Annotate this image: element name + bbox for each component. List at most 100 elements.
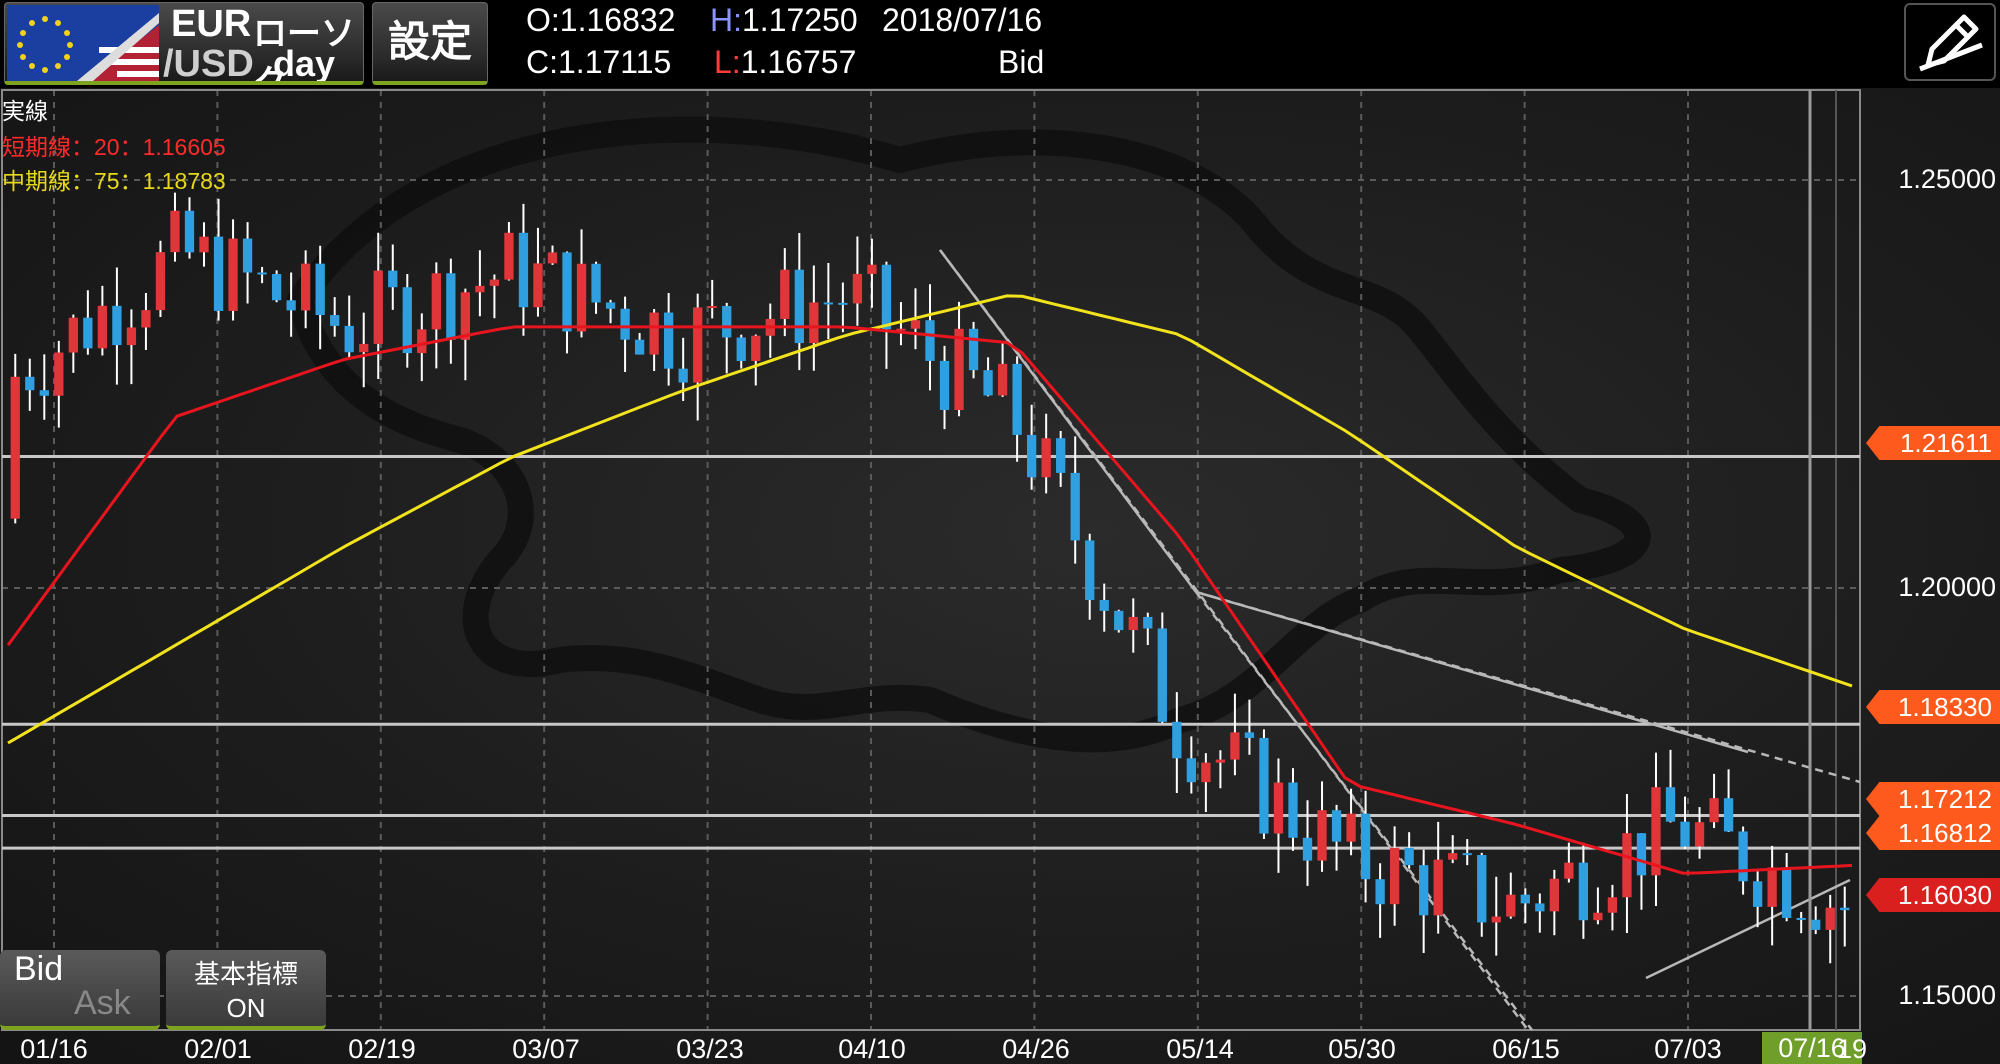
bear-candle: [1520, 894, 1530, 904]
bear-candle: [184, 210, 195, 253]
bear-candle: [823, 302, 834, 305]
period-label: day: [273, 43, 336, 84]
bear-candle: [736, 337, 746, 361]
bull-candle: [1506, 894, 1516, 917]
bear-candle: [1157, 628, 1167, 722]
date-axis-label: 05/14: [1166, 1034, 1234, 1064]
bear-candle: [925, 320, 935, 361]
bear-candle: [968, 328, 979, 371]
bear-candle: [1070, 472, 1080, 541]
date-axis-label: 04/10: [838, 1034, 906, 1064]
bear-candle: [881, 264, 892, 330]
high-readout: H:1.17250: [710, 2, 858, 39]
bear-candle: [1723, 798, 1734, 832]
date-axis-label: 06/15: [1492, 1034, 1560, 1064]
price-tag-line: 1.18330: [1866, 690, 2000, 724]
bull-candle: [431, 273, 441, 330]
bull-candle: [1389, 847, 1400, 905]
bull-candle: [199, 236, 209, 253]
bull-candle: [1317, 810, 1327, 861]
high-value: 1.17250: [742, 2, 858, 38]
bull-candle: [54, 352, 64, 396]
bull-candle: [373, 270, 383, 344]
chart-type-label: ローソク: [253, 15, 355, 85]
cursor-date-label: 07/16: [1762, 1032, 1862, 1064]
price-axis-label: 1.25000: [1898, 164, 1996, 194]
bull-candle: [809, 302, 819, 344]
bull-candle: [954, 328, 964, 411]
bear-candle: [1636, 833, 1647, 876]
bear-candle: [402, 287, 412, 354]
bear-candle: [1752, 881, 1763, 907]
bear-candle: [678, 368, 688, 383]
settings-button[interactable]: 設定: [372, 2, 488, 85]
bull-candle: [547, 252, 558, 264]
bull-candle: [504, 232, 514, 280]
bull-candle: [460, 292, 471, 340]
bull-candle: [475, 285, 485, 293]
currency-pair-button[interactable]: EUR ローソク /USD day: [4, 2, 364, 85]
bear-candle: [1665, 787, 1676, 822]
bear-candle: [663, 312, 674, 369]
ask-label: Ask: [74, 984, 131, 1022]
legend-short-ma: 短期線：20：1.16605: [2, 134, 226, 160]
bull-candle: [228, 238, 238, 311]
bear-candle: [344, 325, 354, 353]
bull-candle: [301, 263, 311, 311]
draw-tool-button[interactable]: [1904, 3, 1996, 81]
bull-candle: [1622, 833, 1632, 898]
bear-candle: [722, 306, 732, 338]
bear-candle: [838, 302, 848, 305]
bear-candle: [315, 263, 325, 316]
bull-candle: [1549, 878, 1559, 912]
bid-label: Bid: [14, 950, 64, 988]
bull-candle: [68, 317, 78, 353]
eur-usd-flag-icon: [7, 5, 159, 81]
bear-candle: [1244, 732, 1255, 738]
legend-title: 実線: [2, 98, 48, 124]
bear-candle: [213, 236, 224, 311]
bear-candle: [1288, 782, 1298, 838]
trendline: [938, 249, 1198, 593]
bear-candle: [634, 339, 645, 355]
bull-candle: [1041, 438, 1051, 478]
bull-candle: [359, 343, 369, 353]
price-side-readout: Bid: [998, 44, 1045, 80]
date-axis-label: 19: [1836, 1034, 1868, 1064]
date-axis-label: 02/19: [348, 1034, 416, 1064]
bear-candle: [271, 274, 282, 301]
bull-candle: [1433, 859, 1443, 916]
bull-candle: [1564, 862, 1574, 879]
bear-candle: [591, 263, 601, 303]
bear-candle: [1477, 855, 1487, 923]
date-axis-label: 01/16: [20, 1034, 88, 1064]
date-axis-label: 04/26: [1002, 1034, 1070, 1064]
bear-candle: [1085, 540, 1095, 601]
bid-ask-toggle[interactable]: Bid Ask: [0, 950, 160, 1030]
bull-candle: [141, 310, 151, 328]
indicator-toggle-button[interactable]: 基本指標 ON: [166, 950, 326, 1030]
plot-frame: [1, 89, 1861, 1031]
bull-candle: [1593, 912, 1603, 921]
bear-candle: [620, 308, 630, 340]
bear-candle: [1738, 831, 1748, 882]
bear-candle: [1462, 853, 1472, 856]
top-bar: EUR ローソク /USD day 設定 O:1.16832 H:1.17250…: [0, 0, 2000, 88]
low-key: L:: [714, 44, 741, 80]
bull-candle: [1230, 732, 1240, 760]
legend-mid-ma: 中期線：75：1.18783: [2, 168, 226, 194]
open-key: O:: [526, 2, 560, 38]
bull-candle: [1767, 867, 1777, 907]
bear-candle: [1782, 867, 1792, 918]
bear-candle: [1811, 919, 1821, 930]
bear-candle: [518, 232, 529, 308]
bear-candle: [1302, 837, 1313, 861]
watermark-bull-icon: [287, 116, 1651, 753]
bull-candle: [852, 273, 863, 304]
bear-candle: [1186, 758, 1197, 783]
bear-candle: [330, 315, 340, 326]
bull-candle: [97, 305, 108, 349]
bull-candle: [1215, 759, 1226, 763]
